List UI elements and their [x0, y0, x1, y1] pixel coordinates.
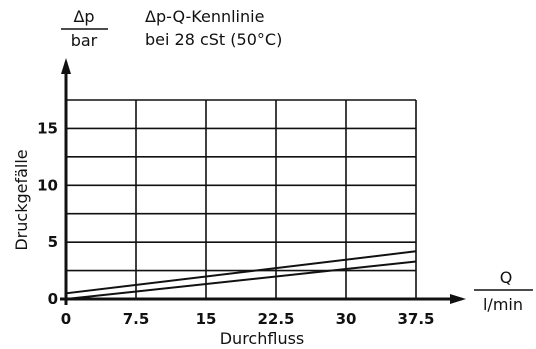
- y-tick-label: 5: [48, 233, 58, 251]
- y-tick-label: 0: [48, 290, 58, 308]
- y-tick-label: 15: [37, 119, 58, 137]
- chart-title-line2: bei 28 cSt (50°C): [145, 30, 282, 49]
- x-tick-label: 30: [336, 310, 357, 328]
- series-line-2: [65, 260, 417, 300]
- series-line-1: [65, 250, 417, 295]
- x-tick-label: 22.5: [257, 310, 294, 328]
- x-axis-arrow-icon: [450, 294, 466, 304]
- x-unit-numerator: Q: [500, 268, 513, 287]
- x-axis-label: Durchfluss: [220, 329, 305, 348]
- x-tick-label: 0: [61, 310, 71, 328]
- y-axis-label: Druckgefälle: [12, 149, 31, 250]
- y-tick-label: 10: [37, 176, 58, 194]
- y-unit-denominator: bar: [71, 31, 98, 50]
- chart-title-line1: Δp-Q-Kennlinie: [145, 7, 264, 26]
- x-tick-label: 7.5: [123, 310, 150, 328]
- y-unit-numerator: Δp: [73, 7, 94, 26]
- x-tick-label: 37.5: [397, 310, 434, 328]
- y-axis-arrow-icon: [61, 58, 71, 74]
- x-tick-label: 15: [196, 310, 217, 328]
- x-unit-denominator: l/min: [483, 295, 523, 314]
